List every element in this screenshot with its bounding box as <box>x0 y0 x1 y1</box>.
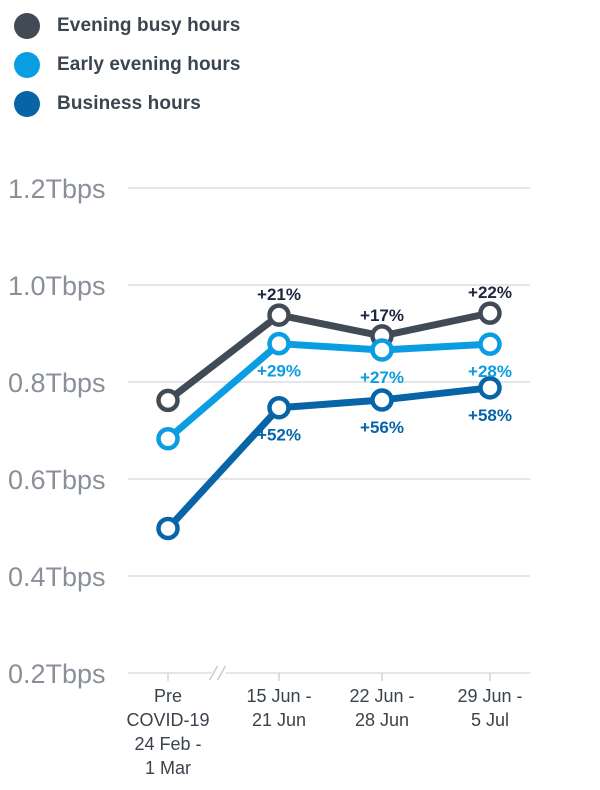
data-label-business-hours: +52% <box>257 426 301 445</box>
data-point-early-evening-hours <box>478 332 502 356</box>
legend-label-business: Business hours <box>57 92 201 114</box>
y-tick-label: 1.2Tbps <box>8 174 106 204</box>
series-line-business-hours <box>164 384 494 532</box>
legend-label-early-evening: Early evening hours <box>57 53 241 75</box>
chart-legend: Evening busy hours Early evening hours B… <box>14 6 241 123</box>
data-label-evening-busy-hours: +22% <box>468 283 512 302</box>
x-tick-label-line: 28 Jun <box>355 710 409 730</box>
y-tick-label: 0.4Tbps <box>8 562 106 592</box>
data-point-business-hours <box>478 376 502 400</box>
data-label-early-evening-hours: +28% <box>468 362 512 381</box>
data-point-business-hours <box>370 388 394 412</box>
series-line-early-evening-hours <box>164 340 494 443</box>
x-tick-label-line: 15 Jun - <box>246 686 311 706</box>
y-tick-label: 0.6Tbps <box>8 465 106 495</box>
x-tick-label: Pre COVID-19 24 Feb - 1 Mar <box>126 686 209 778</box>
series-group <box>156 301 502 541</box>
data-point-early-evening-hours <box>370 338 394 362</box>
y-tick-label: 1.0Tbps <box>8 271 106 301</box>
x-tick-label: 29 Jun - 5 Jul <box>457 686 522 730</box>
x-tick-label-line: COVID-19 <box>126 710 209 730</box>
series-line-evening-busy-hours <box>164 309 494 404</box>
legend-item-early-evening: Early evening hours <box>14 45 241 84</box>
data-point-business-hours <box>156 516 180 541</box>
data-labels: +21% +17% +22% +29% +27% +28% +52% +56% +58% <box>257 283 512 445</box>
data-point-evening-busy-hours <box>156 388 180 413</box>
x-tick-label-line: 21 Jun <box>252 710 306 730</box>
data-label-business-hours: +58% <box>468 406 512 425</box>
x-tick-label-line: 5 Jul <box>471 710 509 730</box>
legend-item-business: Business hours <box>14 84 241 123</box>
legend-swatch-business <box>14 90 40 117</box>
y-axis: 0.2Tbps 0.4Tbps 0.6Tbps 0.8Tbps 1.0Tbps 1.2Tb… <box>8 174 106 689</box>
legend-item-evening-busy: Evening busy hours <box>14 6 241 45</box>
legend-swatch-early-evening <box>14 51 40 78</box>
data-point-early-evening-hours <box>267 331 291 356</box>
x-axis: Pre COVID-19 24 Feb - 1 Mar 15 Jun - 21 Jun 22… <box>126 665 523 778</box>
x-tick-label-line: Pre <box>154 686 182 706</box>
x-tick-label: 15 Jun - 21 Jun <box>246 686 311 730</box>
x-tick-label-line: 22 Jun - <box>349 686 414 706</box>
y-tick-label: 0.2Tbps <box>8 659 106 689</box>
y-tick-label: 0.8Tbps <box>8 368 106 398</box>
data-point-evening-busy-hours <box>267 303 291 327</box>
data-label-evening-busy-hours: +17% <box>360 306 404 325</box>
data-label-early-evening-hours: +27% <box>360 368 404 387</box>
data-label-evening-busy-hours: +21% <box>257 285 301 304</box>
x-tick-label-line: 29 Jun - <box>457 686 522 706</box>
axis-break-marker <box>208 665 227 681</box>
x-tick-label-line: 24 Feb - <box>134 734 201 754</box>
data-label-early-evening-hours: +29% <box>257 362 301 381</box>
axis-break-slash <box>216 665 227 681</box>
legend-label-evening-busy: Evening busy hours <box>57 14 241 36</box>
data-point-early-evening-hours <box>156 426 180 451</box>
x-tick-label: 22 Jun - 28 Jun <box>349 686 414 730</box>
data-point-business-hours <box>267 395 291 420</box>
legend-swatch-evening-busy <box>14 12 40 39</box>
data-point-evening-busy-hours <box>478 301 502 325</box>
data-label-business-hours: +56% <box>360 418 404 437</box>
x-tick-label-line: 1 Mar <box>145 758 191 778</box>
gridlines <box>128 187 530 674</box>
axis-break-slash <box>208 665 219 681</box>
